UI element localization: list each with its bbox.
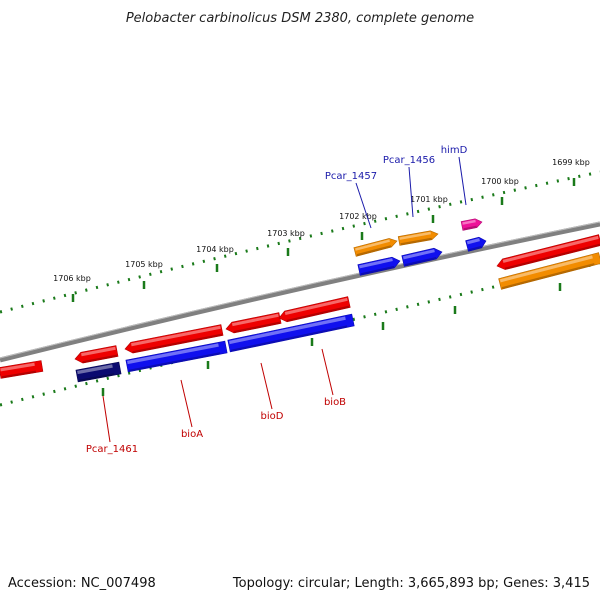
gene-label-leader [355, 182, 372, 229]
gene-blue-small[interactable] [465, 236, 488, 252]
kbp-ticks: 1699 kbp 1700 kbp 1701 kbp 1702 kbp 1703 kbp… [53, 158, 590, 396]
kbp-tick-label: 1706 kbp [53, 274, 91, 283]
gene-Pcar_1457[interactable] [357, 256, 401, 276]
gene-label-Pcar_1456[interactable]: Pcar_1456 [383, 155, 435, 166]
gene-red-a[interactable] [74, 345, 119, 365]
gene-label-leader [321, 348, 334, 396]
kbp-tick-label: 1704 kbp [196, 245, 234, 254]
gene-label-leader [102, 395, 111, 443]
genes [0, 218, 600, 383]
gene-bioA-fwd[interactable] [124, 324, 224, 355]
gene-label-bioB[interactable]: bioB [324, 397, 346, 408]
map-title: Pelobacter carbinolicus DSM 2380, comple… [126, 11, 474, 26]
gene-bioD-bioB[interactable] [227, 313, 355, 353]
kbp-tick-label: 1700 kbp [481, 177, 519, 186]
genome-summary-text: Topology: circular; Length: 3,665,893 bp… [232, 576, 590, 591]
gene-red-left[interactable] [0, 360, 44, 379]
genome-backbone-highlight [0, 221, 600, 359]
gene-labels: himD Pcar_1456 Pcar_1457 Pcar_1461 bioA bioD b… [86, 145, 468, 455]
gene-label-himD[interactable]: himD [441, 145, 468, 156]
gene-label-leader [458, 156, 467, 206]
gene-Pcar_1456[interactable] [401, 247, 443, 267]
gene-label-bioA[interactable]: bioA [181, 429, 203, 440]
gene-label-bioD[interactable]: bioD [261, 411, 284, 422]
kbp-tick-label: 1701 kbp [410, 195, 448, 204]
gene-label-Pcar_1457[interactable]: Pcar_1457 [325, 171, 377, 182]
kbp-tick-label: 1699 kbp [552, 158, 590, 167]
kbp-tick-label: 1703 kbp [267, 229, 305, 238]
gene-label-leader [408, 166, 414, 218]
gene-Pcar_1461[interactable] [75, 361, 122, 383]
gene-label-leader [180, 379, 193, 428]
gene-bioB-fwd[interactable] [278, 296, 351, 324]
gene-orange-1[interactable] [353, 237, 398, 257]
accession-text: Accession: NC_007498 [8, 576, 156, 591]
gene-label-Pcar_1461[interactable]: Pcar_1461 [86, 444, 138, 455]
gene-red-right[interactable] [496, 234, 600, 272]
gene-himD[interactable] [460, 218, 483, 231]
gene-label-leader [260, 362, 273, 410]
kbp-tick-label: 1702 kbp [339, 212, 377, 221]
gene-bioD-fwd[interactable] [225, 312, 282, 335]
outer-tick-ring [0, 170, 600, 314]
gene-orange-right[interactable] [498, 252, 600, 290]
kbp-tick-label: 1705 kbp [125, 260, 163, 269]
gene-orange-2[interactable] [397, 230, 439, 246]
genome-backbone [0, 221, 600, 363]
gene-bioA[interactable] [125, 340, 228, 373]
